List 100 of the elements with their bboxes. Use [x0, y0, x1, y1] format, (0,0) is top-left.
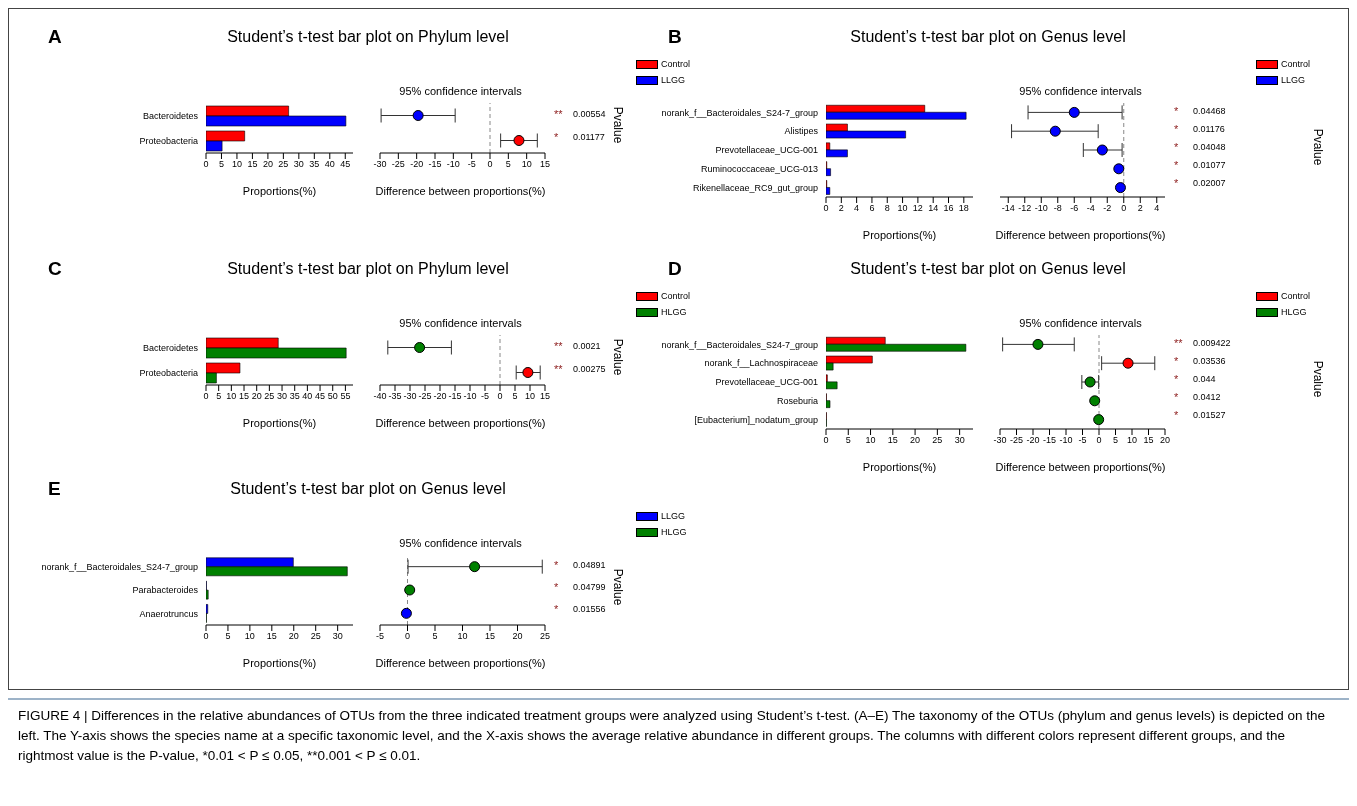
x-tick-label: 10	[226, 391, 237, 402]
point	[1093, 414, 1105, 426]
x-tick-label: -5	[375, 631, 385, 642]
chart-title: Student’s t-test bar plot on Genus level	[849, 28, 1127, 46]
x-tick-label: 2	[1137, 203, 1143, 214]
x-tick-label: -20	[410, 159, 424, 170]
y-tick-label: Anaerotruncus	[139, 608, 199, 619]
x-tick-label: 35	[289, 391, 300, 402]
text: 0.04799	[573, 582, 606, 592]
y-tick-label: Prevotellaceae_UCG-001	[715, 377, 818, 388]
point	[1068, 106, 1080, 118]
text: 0.01176	[1193, 124, 1225, 134]
x-tick-label: 0	[203, 631, 209, 642]
x-tick-label: -5	[1078, 435, 1087, 446]
x-tick-label: 10	[1126, 435, 1138, 446]
text: 0.04891	[573, 560, 606, 570]
point	[1049, 125, 1061, 137]
x-tick-label: 20	[910, 435, 921, 446]
y-tick-label: norank_f__Bacteroidales_S24-7_group	[661, 339, 818, 350]
x-tick-label: -30	[403, 391, 417, 402]
x-tick-label: 0	[823, 435, 829, 446]
text: 0.02007	[1193, 178, 1226, 188]
y-tick-label: Bacteroidetes	[142, 110, 199, 121]
x-tick-label: 30	[293, 159, 304, 170]
legend-label: Control	[1281, 59, 1311, 69]
text: *	[554, 130, 559, 143]
x-tick-label: -15	[428, 159, 442, 170]
x-tick-label: 10	[231, 159, 242, 170]
text: B	[668, 26, 682, 48]
x-axis-title: Proportions(%)	[242, 657, 317, 669]
x-tick-label: -4	[1086, 203, 1095, 214]
x-tick-label: 4	[1154, 203, 1160, 214]
text: D	[668, 258, 682, 280]
point	[1084, 376, 1096, 388]
text: *	[1174, 141, 1179, 153]
x-tick-label: -30	[993, 435, 1007, 446]
text: 0.01077	[1193, 160, 1226, 170]
x-tick-label: 8	[884, 203, 890, 214]
x-tick-label: 10	[865, 435, 876, 446]
x-tick-label: 25	[264, 391, 275, 402]
x-tick-label: 10	[457, 631, 468, 642]
chart-title: Student’s t-test bar plot on Genus level	[849, 260, 1127, 278]
x-tick-label: 0	[404, 631, 411, 642]
x-tick-label: -25	[1009, 435, 1024, 446]
x-tick-label: -25	[418, 391, 432, 402]
x-tick-label: 15	[539, 159, 551, 170]
text: 0.044	[1193, 374, 1216, 384]
text: *	[1174, 373, 1179, 385]
x-tick-label: 15	[539, 391, 551, 402]
text: **	[1174, 337, 1183, 349]
x-tick-label: -35	[388, 391, 402, 402]
text: **	[554, 107, 563, 120]
x-tick-label: 20	[251, 391, 262, 402]
x-tick-label: 40	[324, 159, 335, 170]
text: 0.00275	[573, 363, 606, 374]
y-tick-label: norank_f__Lachnospiraceae	[704, 358, 818, 369]
x-tick-label: 25	[278, 159, 289, 170]
x-tick-label: -20	[433, 391, 447, 402]
x-tick-label: 5	[218, 159, 224, 170]
x-axis-title: Difference between proportions(%)	[374, 657, 547, 669]
x-tick-label: -10	[446, 159, 460, 170]
text: 0.01527	[1193, 410, 1226, 420]
x-tick-label: 15	[887, 435, 898, 446]
y-tick-label: Alistipes	[784, 126, 819, 137]
x-tick-label: 10	[521, 159, 532, 170]
x-tick-label: -30	[373, 159, 387, 170]
x-tick-label: 0	[203, 159, 209, 170]
x-tick-label: 15	[266, 631, 277, 642]
x-tick-label: -25	[391, 159, 405, 170]
x-tick-label: 30	[332, 631, 343, 642]
y-tick-label: Rikenellaceae_RC9_gut_group	[692, 182, 818, 193]
x-tick-label: -15	[448, 391, 462, 402]
legend-label: HLGG	[1281, 307, 1307, 317]
x-tick-label: 4	[854, 203, 860, 214]
x-tick-label: 15	[239, 391, 250, 402]
x-axis-title: Difference between proportions(%)	[994, 461, 1167, 473]
text: **	[554, 362, 563, 375]
legend-label: LLGG	[661, 511, 686, 521]
x-tick-label: 2	[838, 203, 844, 214]
x-tick-label: -5	[467, 159, 476, 170]
x-tick-label: 5	[1112, 435, 1119, 446]
chart-title: 95% confidence intervals	[1018, 85, 1143, 97]
legend-label: Control	[1281, 291, 1311, 301]
x-tick-label: 45	[340, 159, 351, 170]
x-tick-label: -2	[1103, 203, 1112, 214]
chart-title: Student’s t-test bar plot on Phylum level	[226, 28, 510, 46]
y-tick-label: [Eubacterium]_nodatum_group	[694, 414, 818, 425]
x-tick-label: 35	[309, 159, 320, 170]
x-tick-label: 30	[954, 435, 965, 446]
y-tick-label: norank_f__Bacteroidales_S24-7_group	[661, 107, 818, 118]
text: **	[554, 339, 563, 352]
legend-label: LLGG	[1281, 75, 1306, 85]
text: *	[1174, 123, 1179, 135]
y-tick-label: Bacteroidetes	[142, 342, 199, 353]
text: 0.04468	[1193, 106, 1226, 116]
x-tick-label: 14	[928, 203, 939, 214]
x-axis-title: Proportions(%)	[242, 417, 317, 429]
x-tick-label: 0	[203, 391, 209, 402]
legend-label: Control	[661, 59, 691, 69]
x-tick-label: 18	[958, 203, 969, 214]
